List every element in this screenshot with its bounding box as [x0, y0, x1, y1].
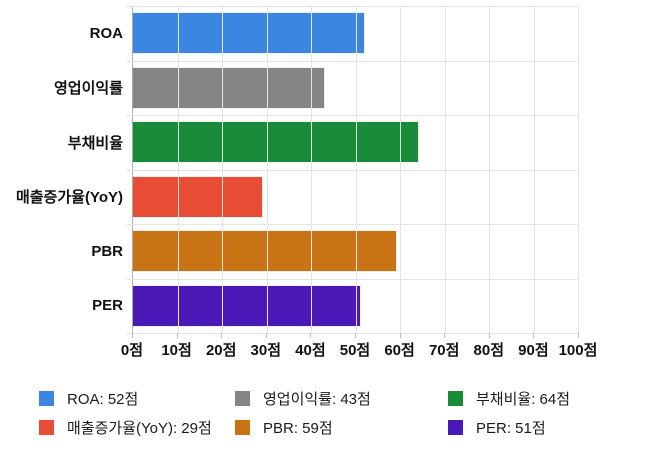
axis-tick — [221, 333, 223, 338]
chart-row — [133, 279, 578, 334]
gridline — [266, 6, 268, 333]
legend-color-swatch — [448, 420, 463, 435]
chart-row — [133, 6, 578, 61]
axis-tick — [176, 333, 178, 338]
x-tick-label: 40점 — [295, 342, 326, 359]
x-tick-label: 20점 — [205, 342, 237, 359]
gridline — [444, 6, 446, 333]
axis-tick — [533, 333, 535, 338]
bar-rows — [133, 6, 578, 333]
legend-color-swatch — [39, 391, 54, 406]
chart-row — [133, 170, 578, 225]
category-label: 매출증가율(YoY) — [15, 189, 123, 207]
legend-label: 매출증가율(YoY): 29점 — [67, 420, 212, 437]
chart-row — [133, 224, 578, 279]
x-tick-label: 70점 — [428, 342, 460, 359]
x-axis-labels: 0점 10점 20점 30점 40점 50점 60점 70점 80점 90점 100점 — [121, 339, 597, 359]
chart-row — [133, 115, 578, 170]
axis-tick — [265, 333, 267, 338]
axis-tick — [578, 333, 579, 338]
axis-tick — [488, 333, 490, 338]
x-tick-label: 0점 — [120, 342, 144, 359]
gridline — [222, 6, 223, 333]
gridline — [489, 6, 490, 333]
category-label: PER — [92, 297, 123, 315]
chart-bar — [133, 231, 396, 272]
chart-bar — [133, 176, 263, 217]
x-tick-label: 90점 — [518, 342, 549, 359]
legend-color-swatch — [235, 420, 250, 435]
chart-bar — [133, 67, 325, 108]
gridline — [177, 6, 179, 333]
legend-color-swatch — [39, 420, 54, 435]
legend-item: 매출증가율(YoY): 29점 — [39, 418, 235, 437]
chart-bar — [133, 285, 360, 326]
legend-item: 부채비율: 64점 — [448, 389, 642, 408]
axis-tick — [399, 333, 401, 338]
legend-item: 영업이익률: 43점 — [235, 389, 448, 408]
legend-item: PER: 51점 — [448, 418, 642, 437]
legend-label: PBR: 59점 — [263, 420, 333, 437]
legend-color-swatch — [235, 391, 250, 406]
plot-area — [132, 6, 579, 333]
legend-item: PBR: 59점 — [235, 418, 448, 437]
gridline — [533, 6, 535, 333]
x-tick-label: 30점 — [250, 342, 282, 359]
x-tick-label: 100점 — [558, 342, 598, 359]
category-label: PBR — [91, 242, 123, 260]
gridline — [311, 6, 312, 333]
category-label: ROA — [89, 24, 123, 42]
legend-label: ROA: 52점 — [67, 391, 139, 408]
x-axis-ticks — [132, 333, 579, 339]
legend-label: PER: 51점 — [476, 420, 546, 437]
gridline — [400, 6, 401, 333]
chart-bar — [133, 122, 418, 163]
axis-tick — [132, 333, 133, 338]
axis-tick — [355, 333, 356, 338]
legend-color-swatch — [448, 391, 463, 406]
category-label: 부채비율 — [67, 134, 123, 152]
gridline — [355, 6, 357, 333]
legend-item: ROA: 52점 — [39, 389, 235, 408]
axis-tick — [444, 333, 446, 338]
chart-row — [133, 61, 578, 116]
category-label: 영업이익률 — [53, 80, 123, 98]
legend-label: 영업이익률: 43점 — [263, 391, 371, 408]
axis-tick — [310, 333, 312, 338]
legend-label: 부채비율: 64점 — [476, 391, 571, 408]
x-tick-label: 10점 — [161, 342, 192, 359]
x-tick-label: 50점 — [339, 342, 371, 359]
chart-bar — [133, 13, 365, 54]
gridline — [578, 6, 579, 333]
x-tick-label: 80점 — [473, 342, 505, 359]
x-tick-label: 60점 — [384, 342, 415, 359]
